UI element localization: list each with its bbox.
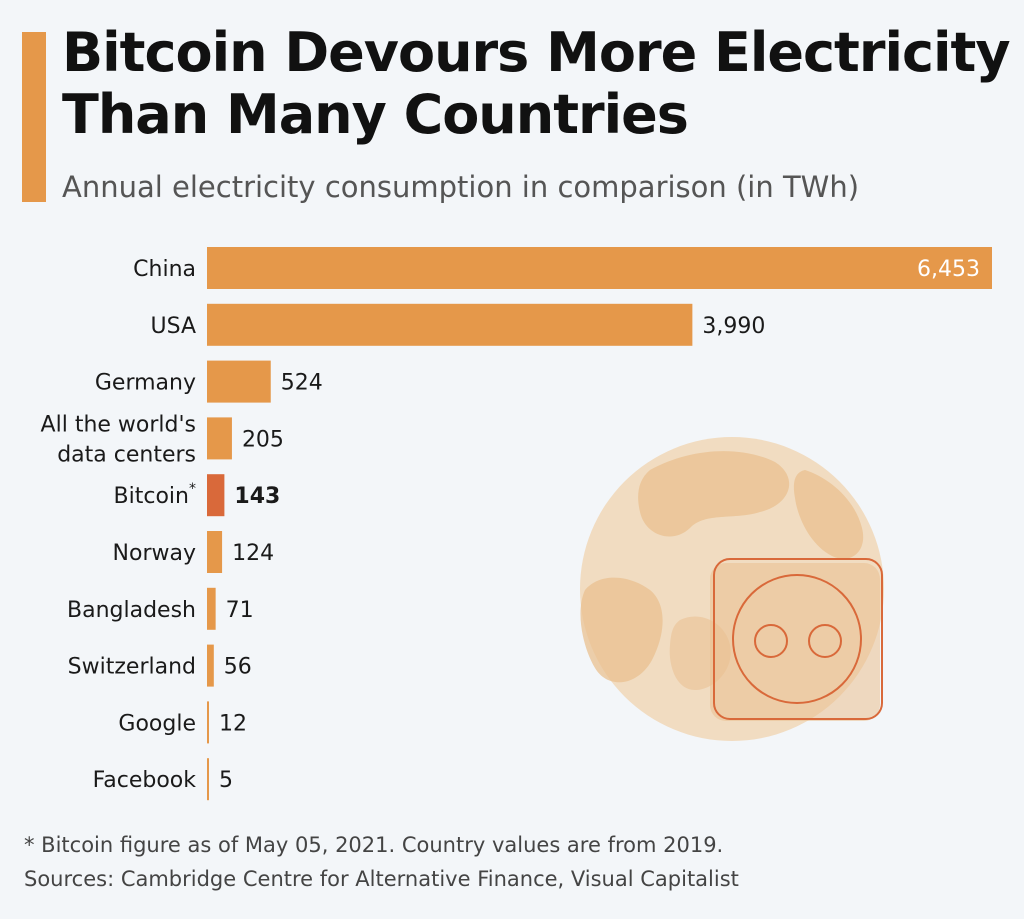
category-label: Switzerland bbox=[68, 655, 196, 680]
category-label: China bbox=[133, 257, 196, 282]
value-label: 71 bbox=[226, 598, 254, 623]
title-line-1: Bitcoin Devours More Electricity bbox=[62, 21, 1011, 84]
chart-subtitle: Annual electricity consumption in compar… bbox=[62, 170, 860, 204]
bar-switzerland bbox=[207, 644, 214, 687]
footer: * Bitcoin figure as of May 05, 2021. Cou… bbox=[24, 828, 739, 896]
bar-germany bbox=[207, 360, 271, 403]
category-label: Bitcoin* bbox=[114, 481, 196, 509]
bar-all-the-world-s-data-centers bbox=[207, 417, 232, 460]
chart-title: Bitcoin Devours More Electricity Than Ma… bbox=[62, 22, 1012, 146]
value-label: 124 bbox=[232, 541, 274, 566]
category-label: USA bbox=[150, 314, 196, 339]
category-label: Google bbox=[118, 711, 196, 736]
power-socket-icon bbox=[710, 558, 883, 721]
bar-norway bbox=[207, 531, 223, 573]
bar-google bbox=[207, 701, 209, 744]
title-line-2: Than Many Countries bbox=[62, 83, 689, 146]
category-label: All the world's data centers bbox=[41, 412, 196, 467]
value-label: 5 bbox=[219, 768, 233, 793]
globe-socket-illustration bbox=[580, 437, 884, 741]
value-label: 524 bbox=[281, 371, 323, 396]
bar-china bbox=[207, 247, 992, 289]
value-label: 56 bbox=[224, 655, 252, 680]
sources: Sources: Cambridge Centre for Alternativ… bbox=[24, 867, 739, 891]
category-label: Norway bbox=[113, 541, 196, 566]
bar-bitcoin bbox=[207, 474, 225, 517]
value-label: 3,990 bbox=[702, 314, 765, 339]
value-label: 205 bbox=[242, 427, 284, 452]
accent-bar bbox=[22, 32, 46, 202]
bar-chart: China 6,453 USA 3,990 Germany 524 All the worl… bbox=[41, 247, 992, 801]
value-label: 143 bbox=[234, 484, 280, 509]
category-label: Germany bbox=[95, 371, 196, 396]
bar-facebook bbox=[207, 758, 209, 801]
value-label: 12 bbox=[219, 711, 247, 736]
category-label: Bangladesh bbox=[67, 598, 196, 623]
bars-layer: China 6,453 USA 3,990 Germany 524 All the worl… bbox=[41, 247, 992, 801]
value-label: 6,453 bbox=[917, 257, 980, 282]
category-label: Facebook bbox=[93, 768, 197, 793]
bar-bangladesh bbox=[207, 587, 216, 630]
bar-usa bbox=[207, 303, 693, 346]
footnote: * Bitcoin figure as of May 05, 2021. Cou… bbox=[24, 833, 724, 857]
